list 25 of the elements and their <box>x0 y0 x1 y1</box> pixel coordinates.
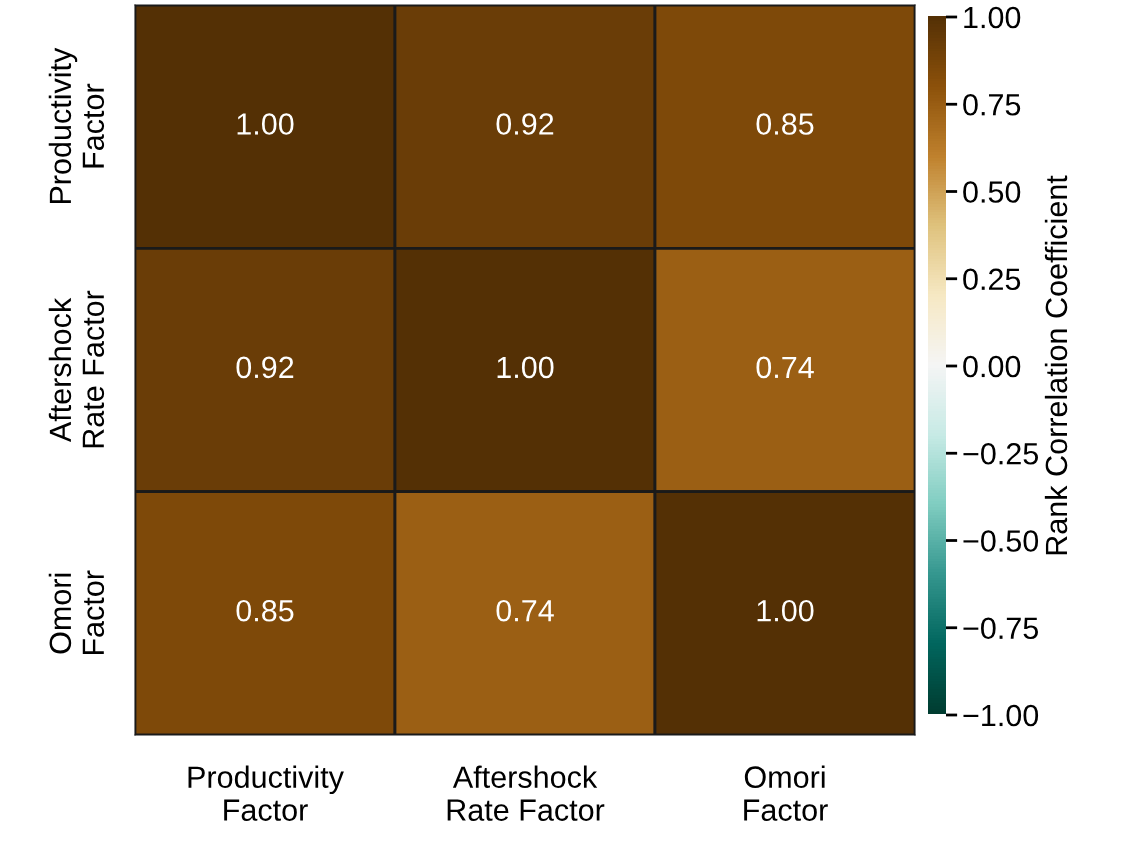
y-tick-label: Omori Factor <box>48 570 105 655</box>
color-bar-label: 0.50 <box>963 181 1021 203</box>
data-label: 0.92 <box>496 113 554 135</box>
data-label: 0.85 <box>236 599 294 622</box>
color-bar-label: 0.25 <box>963 268 1021 291</box>
color-bar-label: −0.75 <box>963 617 1038 640</box>
color-bar-label: 0.75 <box>963 93 1021 116</box>
y-tick-label: Productivity Factor <box>48 47 105 204</box>
data-label: 1.00 <box>757 599 814 622</box>
x-tick-label: Aftershock Rate Factor <box>447 765 605 821</box>
data-label: 1.00 <box>237 113 294 135</box>
color-bar-label: −0.50 <box>963 530 1039 552</box>
data-label: 0.85 <box>756 113 814 135</box>
color-bar-label: 1.00 <box>964 6 1021 29</box>
data-label: 1.00 <box>497 356 554 379</box>
x-tick-label: Omori Factor <box>744 765 828 821</box>
color-bar-label: 0.00 <box>963 355 1021 378</box>
data-label: 0.92 <box>236 356 294 379</box>
x-tick-label: Productivity Factor <box>188 765 344 821</box>
data-label: 0.74 <box>756 356 814 379</box>
color-bar-label: −1.00 <box>963 704 1039 727</box>
data-label: 0.74 <box>496 599 554 622</box>
color-bar-label: −0.25 <box>963 442 1038 465</box>
y-tick-label: Aftershock Rate Factor <box>48 290 105 448</box>
color-bar-title: Rank Correlation Coefficient <box>1044 175 1068 555</box>
